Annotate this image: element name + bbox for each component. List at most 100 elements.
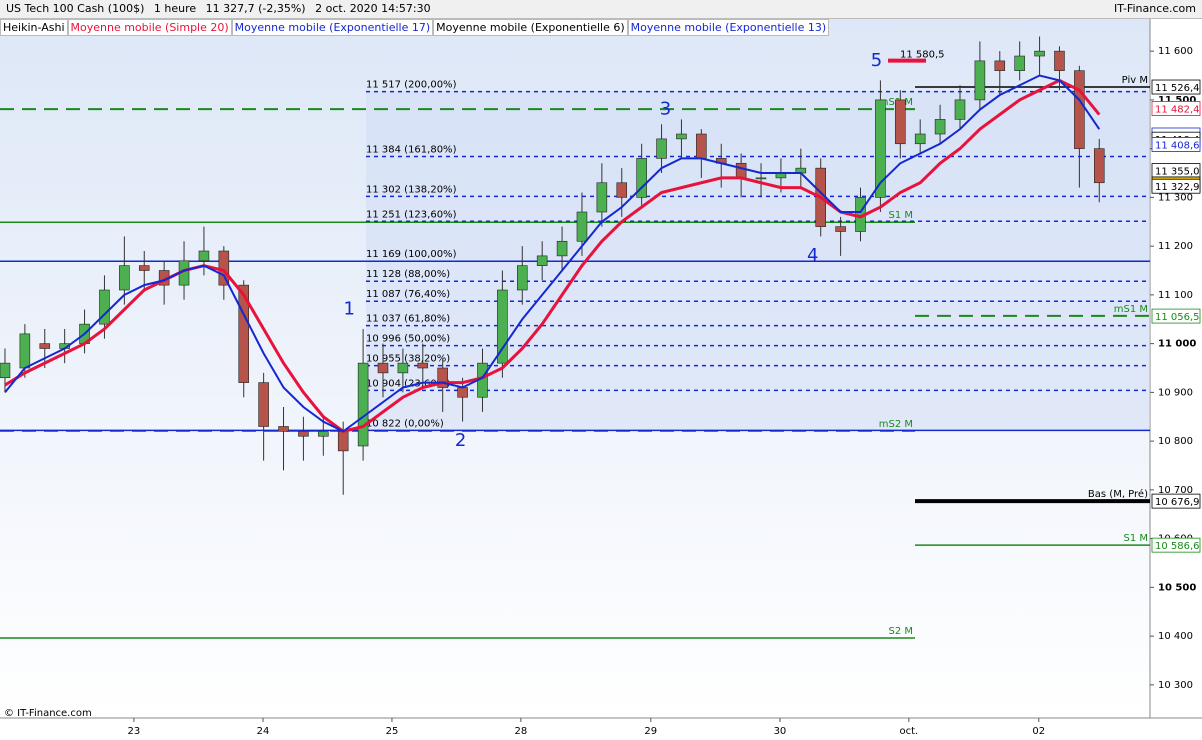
x-tick-label: oct. bbox=[899, 726, 918, 737]
price-tag-label: 11 355,0 bbox=[1155, 167, 1200, 178]
y-tick-label: 11 600 bbox=[1158, 46, 1193, 57]
x-tick-label: 30 bbox=[774, 726, 787, 737]
x-tick-label: 23 bbox=[128, 726, 141, 737]
price-tag-label: 11 322,9 bbox=[1155, 182, 1200, 193]
candle-body bbox=[616, 182, 628, 198]
y-tick-label: 10 300 bbox=[1158, 680, 1193, 691]
high-marker-label: 11 580,5 bbox=[900, 50, 945, 61]
candle-body bbox=[676, 133, 687, 140]
price-tag bbox=[1151, 178, 1201, 194]
candle-body bbox=[258, 382, 269, 427]
candle-body bbox=[39, 343, 51, 349]
legend-entry: Moyenne mobile (Exponentielle 17) bbox=[231, 19, 434, 36]
candle-body bbox=[517, 265, 528, 291]
datetime: 2 oct. 2020 14:57:30 bbox=[315, 2, 431, 15]
candle-body bbox=[298, 431, 309, 437]
x-tick-label: 24 bbox=[257, 726, 270, 737]
price-tag-label: 11 482,4 bbox=[1155, 104, 1200, 115]
candle-body bbox=[596, 182, 608, 213]
moving-average bbox=[4, 74, 1101, 433]
legend: Heikin-Ashi Moyenne mobile (Simple 20) Moy… bbox=[0, 19, 830, 36]
x-tick-label: 29 bbox=[644, 726, 657, 737]
y-tick-label: 11 200 bbox=[1158, 241, 1193, 252]
pivot-label: S2 M bbox=[888, 626, 913, 637]
wave-label: 2 bbox=[455, 430, 466, 451]
candle-body bbox=[437, 367, 448, 388]
candle-body bbox=[119, 265, 130, 291]
brand: IT-Finance.com bbox=[1114, 2, 1196, 15]
x-tick-label: 02 bbox=[1032, 726, 1045, 737]
candle-body bbox=[536, 255, 548, 266]
candle-body bbox=[318, 431, 329, 437]
candle-body bbox=[1014, 55, 1025, 71]
candle-body bbox=[954, 99, 966, 120]
fib-label: 11 087 (76,40%) bbox=[366, 289, 450, 300]
candle-body bbox=[755, 177, 767, 180]
y-tick-label: 11 000 bbox=[1158, 339, 1196, 350]
candle-body bbox=[1034, 50, 1045, 57]
price: 11 327,7 (-2,35%) bbox=[205, 2, 306, 15]
fib-label: 11 517 (200,00%) bbox=[366, 80, 457, 91]
candle-body bbox=[835, 226, 846, 232]
legend-entry: Moyenne mobile (Exponentielle 6) bbox=[433, 19, 628, 36]
legend-entry: Moyenne mobile (Exponentielle 13) bbox=[627, 19, 830, 36]
price-tag-label: 10 586,6 bbox=[1155, 541, 1200, 552]
price-tag bbox=[1151, 137, 1201, 152]
footer: © IT-Finance.com bbox=[4, 708, 92, 719]
wave-label: 3 bbox=[660, 99, 671, 120]
candle-body bbox=[556, 240, 568, 257]
candle-body bbox=[238, 284, 250, 383]
fib-label: 11 169 (100,00%) bbox=[366, 249, 457, 260]
fib-label: 11 384 (161,80%) bbox=[366, 144, 457, 155]
legend-entry: Heikin-Ashi bbox=[0, 19, 68, 36]
y-tick-label: 11 100 bbox=[1158, 290, 1193, 301]
candle-body bbox=[99, 289, 110, 325]
candle-body bbox=[397, 362, 409, 374]
price-tag-label: 11 056,5 bbox=[1155, 312, 1200, 323]
y-tick-label: 10 400 bbox=[1158, 631, 1193, 642]
price-tag bbox=[1151, 79, 1201, 95]
fib-label: 10 904 (23,60%) bbox=[366, 378, 450, 389]
y-tick-label: 11 500 bbox=[1158, 95, 1196, 106]
price-tag bbox=[1151, 101, 1201, 116]
price-tag-label: 11 526,4 bbox=[1155, 83, 1200, 94]
pivot-label: mS2 M bbox=[879, 419, 913, 430]
pivot-label: S1 M bbox=[1123, 533, 1148, 544]
fib-label: 10 955 (38,20%) bbox=[366, 354, 450, 365]
candle-body bbox=[417, 362, 429, 369]
pivot-label: S1 M bbox=[888, 210, 913, 221]
candle-body bbox=[0, 362, 11, 379]
price-tag bbox=[1151, 537, 1201, 553]
candle-body bbox=[656, 138, 667, 159]
fib-label: 10 996 (50,00%) bbox=[366, 334, 450, 345]
candle-body bbox=[576, 211, 588, 242]
header: US Tech 100 Cash (100$) 1 heure 11 327,7… bbox=[0, 0, 1202, 19]
y-tick-label: 10 700 bbox=[1158, 485, 1193, 496]
x-tick-label: 25 bbox=[386, 726, 399, 737]
pivot-label: Piv M bbox=[1122, 75, 1148, 86]
candle-body bbox=[974, 60, 986, 101]
candle-body bbox=[198, 250, 210, 262]
y-tick-label: 10 800 bbox=[1158, 436, 1193, 447]
fib-label: 11 037 (61,80%) bbox=[366, 314, 450, 325]
pivot-label: Bas (M, Pré) bbox=[1088, 488, 1148, 500]
price-tag-label: 11 408,6 bbox=[1155, 140, 1200, 151]
candle-body bbox=[357, 362, 369, 447]
fib-label: 11 128 (88,00%) bbox=[366, 269, 450, 280]
candle-body bbox=[278, 426, 289, 432]
pivot-label: mS1 M bbox=[1114, 304, 1148, 315]
candle-body bbox=[337, 431, 349, 452]
candle-body bbox=[497, 289, 508, 364]
y-tick-label: 11 300 bbox=[1158, 192, 1193, 203]
price-tag bbox=[1151, 308, 1201, 324]
price-tag bbox=[1151, 493, 1201, 509]
wave-label: 1 bbox=[343, 299, 354, 320]
candle-body bbox=[1093, 148, 1105, 184]
interval: 1 heure bbox=[153, 2, 197, 15]
candle-body bbox=[19, 333, 31, 369]
candle-body bbox=[875, 99, 886, 198]
candle-body bbox=[138, 265, 150, 271]
y-tick-label: 10 900 bbox=[1158, 387, 1193, 398]
